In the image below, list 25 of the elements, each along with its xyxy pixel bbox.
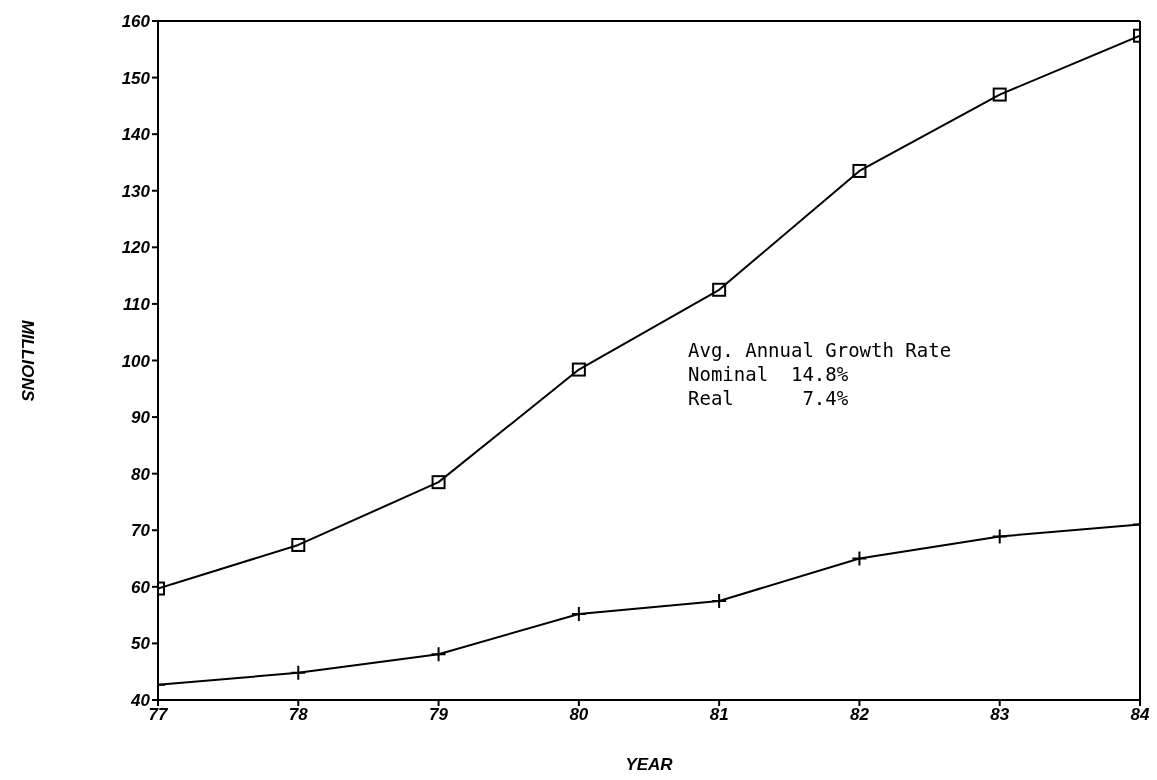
y-tick-label: 140 (121, 125, 151, 145)
y-tick-label: 80 (131, 464, 151, 484)
x-tick-label: 84 (1130, 705, 1150, 725)
annotation: Avg. Annual Growth Rate (688, 338, 952, 362)
y-tick-label: 60 (131, 577, 151, 597)
y-tick-label: 150 (121, 68, 151, 88)
annotation: Nominal 14.8% (688, 362, 850, 386)
y-tick-label: 100 (121, 351, 151, 371)
y-tick-label: 160 (121, 12, 151, 32)
y-tick-label: 120 (121, 238, 151, 258)
y-tick-label: 130 (121, 181, 151, 201)
y-tick-label: 90 (131, 408, 151, 428)
x-tick-label: 77 (148, 705, 169, 725)
annotation: Real 7.4% (688, 386, 850, 410)
y-tick-label: 50 (131, 634, 151, 654)
y-tick-label: 70 (131, 521, 151, 541)
x-tick-label: 82 (849, 705, 870, 725)
y-tick-label: 110 (122, 294, 151, 314)
x-tick-label: 83 (990, 705, 1010, 725)
x-axis-title: YEAR (625, 755, 674, 774)
y-axis-title: MILLIONS (17, 319, 37, 402)
x-tick-label: 81 (709, 705, 729, 725)
x-tick-label: 78 (288, 705, 309, 725)
x-tick-label: 80 (569, 705, 589, 725)
x-tick-label: 79 (429, 705, 449, 725)
